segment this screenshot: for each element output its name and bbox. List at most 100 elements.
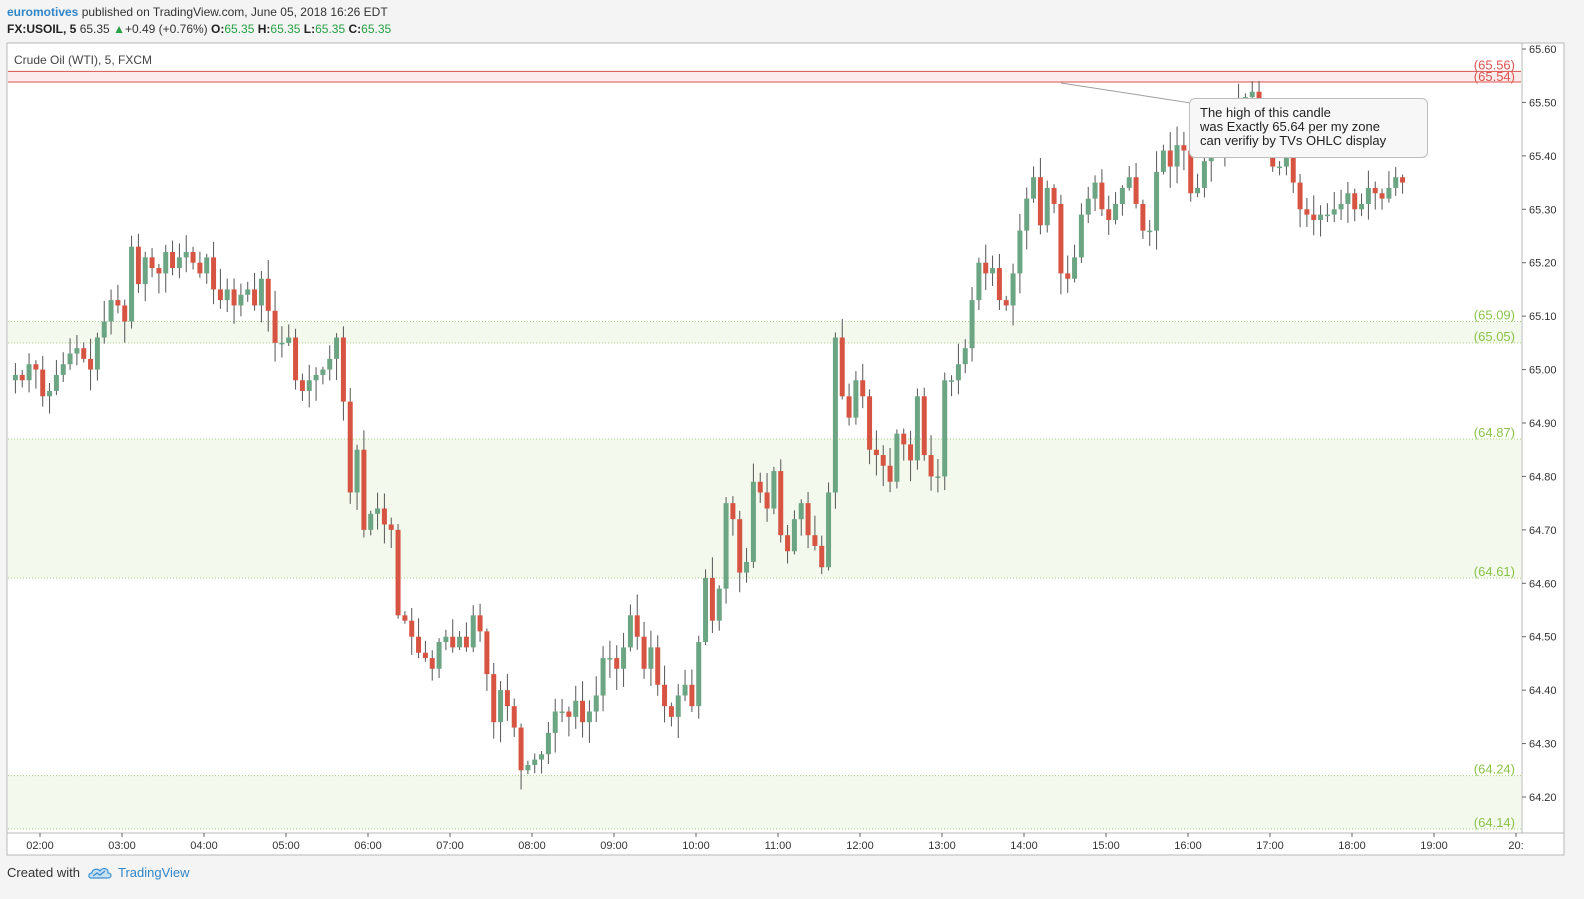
support-label-5: (64.14) [1474, 815, 1515, 830]
publish-text: published on TradingView.com, June 05, 2… [78, 5, 388, 19]
candle-body [1331, 209, 1337, 215]
candle-body [655, 647, 661, 685]
plot-area[interactable] [6, 42, 1523, 834]
support-zone-1 [8, 439, 1521, 578]
candle-body [33, 364, 39, 370]
candle-body [559, 711, 565, 714]
footer: Created with TradingView [7, 864, 190, 882]
x-tick-label: 14:00 [1010, 840, 1038, 852]
candle-body [511, 706, 517, 728]
candle-body [778, 471, 784, 536]
candle-body [1031, 177, 1037, 199]
x-tick-label: 15:00 [1092, 840, 1120, 852]
tradingview-cloud-icon[interactable] [88, 866, 112, 880]
ohlc-bar: FX:USOIL, 5 65.35 ▲+0.49 (+0.76%) O:65.3… [7, 21, 391, 37]
candle-body [1024, 198, 1030, 231]
candle-body [969, 300, 975, 349]
candle-body [1297, 182, 1303, 210]
candle-body [115, 300, 121, 306]
candle-body [600, 658, 606, 696]
y-tick-label: 64.70 [1529, 525, 1557, 537]
candle-body [1078, 214, 1084, 258]
candle-body [805, 503, 811, 536]
candle-body [238, 294, 244, 306]
y-tick-label: 64.50 [1529, 632, 1557, 644]
candle-body [785, 535, 791, 552]
candle-body [1167, 150, 1173, 167]
x-tick-label: 12:00 [846, 840, 874, 852]
candle-body [457, 636, 463, 648]
candle-body [217, 289, 223, 301]
tradingview-link[interactable]: TradingView [117, 865, 190, 880]
candle-body [1065, 273, 1071, 279]
candle-body [1400, 177, 1406, 183]
candle-body [1010, 273, 1016, 306]
candle-body [860, 380, 866, 397]
candle-body [914, 396, 920, 461]
candle-body [887, 465, 893, 482]
candle-body [320, 369, 326, 375]
y-tick-label: 65.20 [1529, 258, 1557, 270]
candle-body [607, 658, 613, 660]
candle-body [1283, 155, 1289, 167]
close-value: 65.35 [361, 22, 392, 36]
x-tick-label: 18:00 [1338, 840, 1366, 852]
author-link[interactable]: euromotives [7, 5, 79, 19]
candle-body [422, 652, 428, 659]
candle-body [1037, 177, 1043, 226]
annotation-callout[interactable]: The high of this candle was Exactly 65.6… [1189, 98, 1428, 158]
candle-body [286, 337, 292, 343]
candle-body [1160, 150, 1166, 172]
candle-body [1304, 209, 1310, 215]
x-tick-label: 06:00 [354, 840, 382, 852]
candle-body [313, 374, 319, 381]
candle-body [484, 631, 490, 675]
candle-body [1338, 203, 1344, 210]
candle-body [709, 577, 715, 621]
candle-body [170, 252, 176, 269]
candle-body [1017, 230, 1023, 274]
candle-body [149, 257, 155, 269]
candle-body [470, 615, 476, 648]
candle-body [627, 615, 633, 648]
candle-body [1119, 187, 1125, 204]
candle-body [757, 481, 763, 493]
x-tick-label: 04:00 [190, 840, 218, 852]
candle-body [621, 647, 627, 669]
candle-body [1181, 145, 1187, 151]
y-tick-label: 64.90 [1529, 418, 1557, 430]
price-axis[interactable] [1521, 42, 1565, 834]
candle-body [880, 455, 886, 466]
y-tick-label: 65.40 [1529, 151, 1557, 163]
candle-body [730, 503, 736, 520]
candle-body [224, 289, 230, 301]
candle-body [682, 684, 688, 696]
y-tick-label: 64.20 [1529, 792, 1557, 804]
x-tick-label: 03:00 [108, 840, 136, 852]
candle-body [737, 519, 743, 573]
candle-body [935, 476, 941, 478]
chart-legend: Crude Oil (WTI), 5, FXCM [14, 53, 152, 67]
support-label-3: (64.61) [1474, 564, 1515, 579]
candle-body [1113, 203, 1119, 220]
candle-body [265, 278, 271, 311]
candle-body [477, 615, 483, 632]
candle-body [750, 481, 756, 562]
x-tick-label: 17:00 [1256, 840, 1284, 852]
candle-body [258, 278, 264, 306]
candle-body [197, 262, 203, 274]
candle-body [566, 711, 572, 717]
time-axis[interactable] [6, 832, 1565, 856]
candle-body [1174, 145, 1180, 167]
support-zone-2 [8, 775, 1521, 830]
x-tick-label: 19:00 [1420, 840, 1448, 852]
y-tick-label: 65.00 [1529, 365, 1557, 377]
x-tick-label: 07:00 [436, 840, 464, 852]
candle-body [429, 658, 435, 669]
candle-body [675, 695, 681, 717]
x-tick-label: 10:00 [682, 840, 710, 852]
support-label-1: (65.05) [1474, 329, 1515, 344]
candle-body [771, 471, 777, 509]
candle-body [1249, 91, 1255, 98]
